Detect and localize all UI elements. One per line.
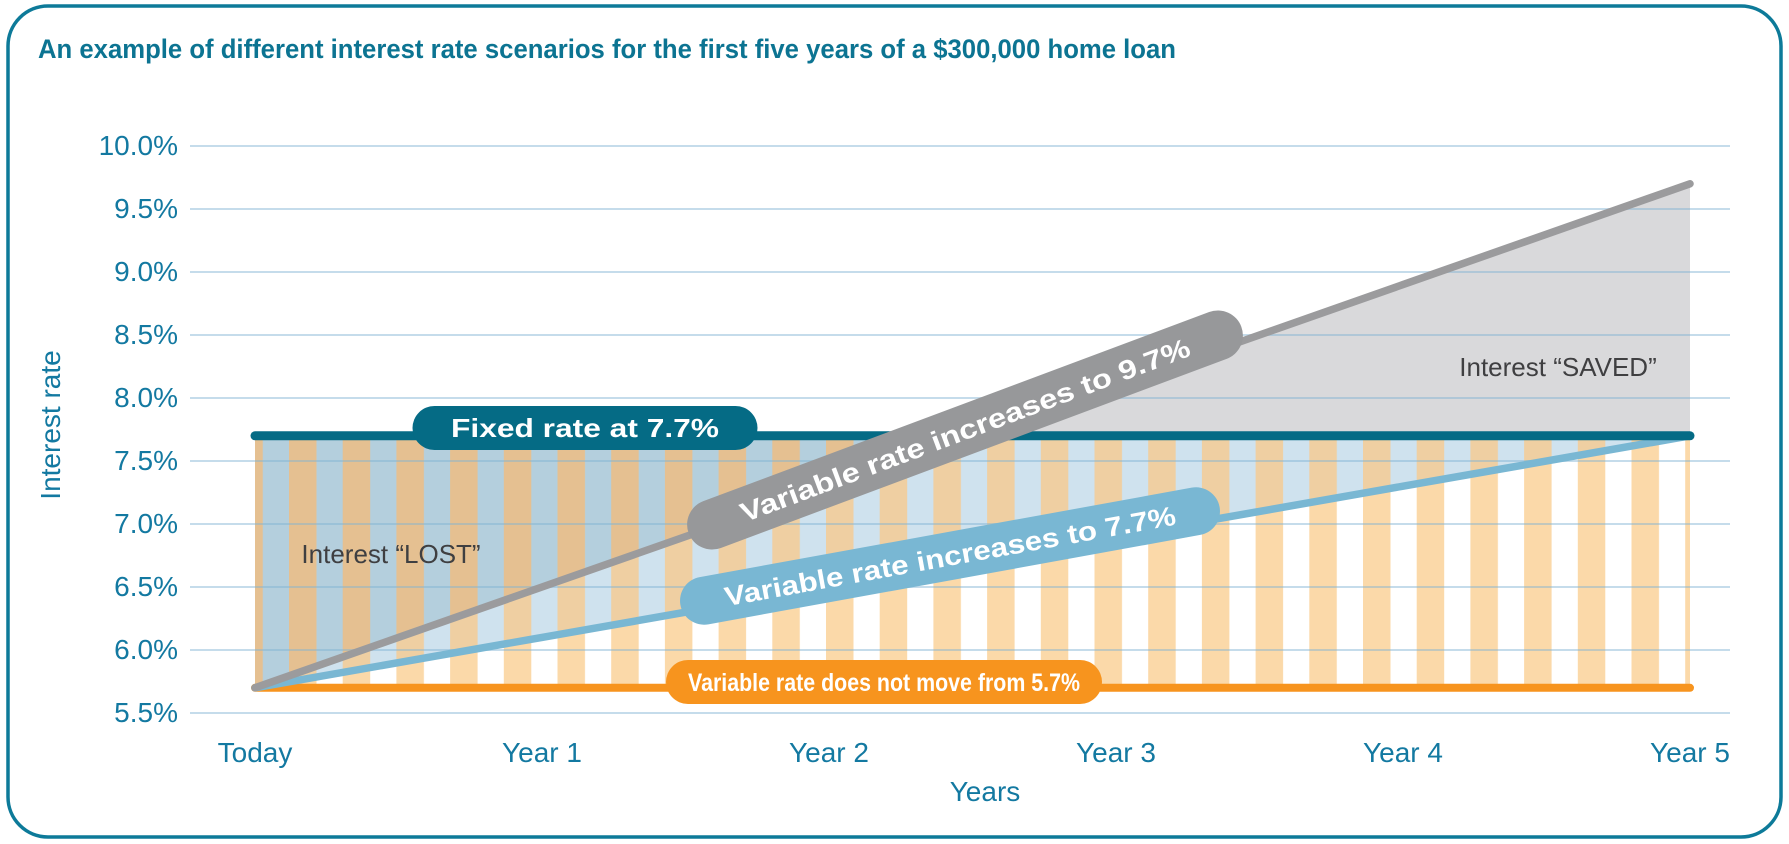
variable-97-pill-shape — [687, 310, 1243, 550]
interest-lost-annotation: Interest “LOST” — [301, 539, 480, 569]
chart-title: An example of different interest rate sc… — [38, 34, 1176, 64]
fixed-rate-label-pill: Fixed rate at 7.7% — [412, 406, 758, 450]
x-tick-year-2: Year 2 — [789, 737, 869, 768]
variable-flat-pill-label: Variable rate does not move from 5.7% — [688, 669, 1080, 697]
y-tick-7.5%: 7.5% — [114, 445, 178, 476]
y-axis-tick-labels: 10.0% 9.5% 9.0% 8.5% 8.0% 7.5% 7.0% 6.5% 6.0% 5.5… — [99, 130, 178, 728]
y-tick-10.0%: 10.0% — [99, 130, 178, 161]
y-tick-8.5%: 8.5% — [114, 319, 178, 350]
y-tick-8.0%: 8.0% — [114, 382, 178, 413]
variable-flat-pill-shape — [666, 660, 1102, 704]
x-tick-year-5: Year 5 — [1650, 737, 1730, 768]
x-axis-title: Years — [950, 776, 1021, 807]
x-tick-year-3: Year 3 — [1076, 737, 1156, 768]
gridlines — [190, 145, 1730, 714]
y-tick-9.0%: 9.0% — [114, 256, 178, 287]
y-tick-5.5%: 5.5% — [114, 697, 178, 728]
x-axis-tick-labels: Today Year 1 Year 2 Year 3 Year 4 Year 5 — [218, 737, 1730, 768]
y-tick-6.0%: 6.0% — [114, 634, 178, 665]
fixed-rate-pill-shape — [412, 406, 758, 450]
y-tick-6.5%: 6.5% — [114, 571, 178, 602]
interest-saved-annotation: Interest “SAVED” — [1459, 352, 1656, 382]
y-axis-title: Interest rate — [35, 350, 66, 499]
x-tick-year-1: Year 1 — [502, 737, 582, 768]
variable-flat-label-pill: Variable rate does not move from 5.7% — [666, 660, 1102, 704]
fixed-rate-pill-label: Fixed rate at 7.7% — [451, 413, 719, 443]
x-tick-year-4: Year 4 — [1363, 737, 1443, 768]
y-tick-9.5%: 9.5% — [114, 193, 178, 224]
x-tick-today: Today — [218, 737, 293, 768]
variable-77-pill-shape — [680, 487, 1220, 625]
y-tick-7.0%: 7.0% — [114, 508, 178, 539]
